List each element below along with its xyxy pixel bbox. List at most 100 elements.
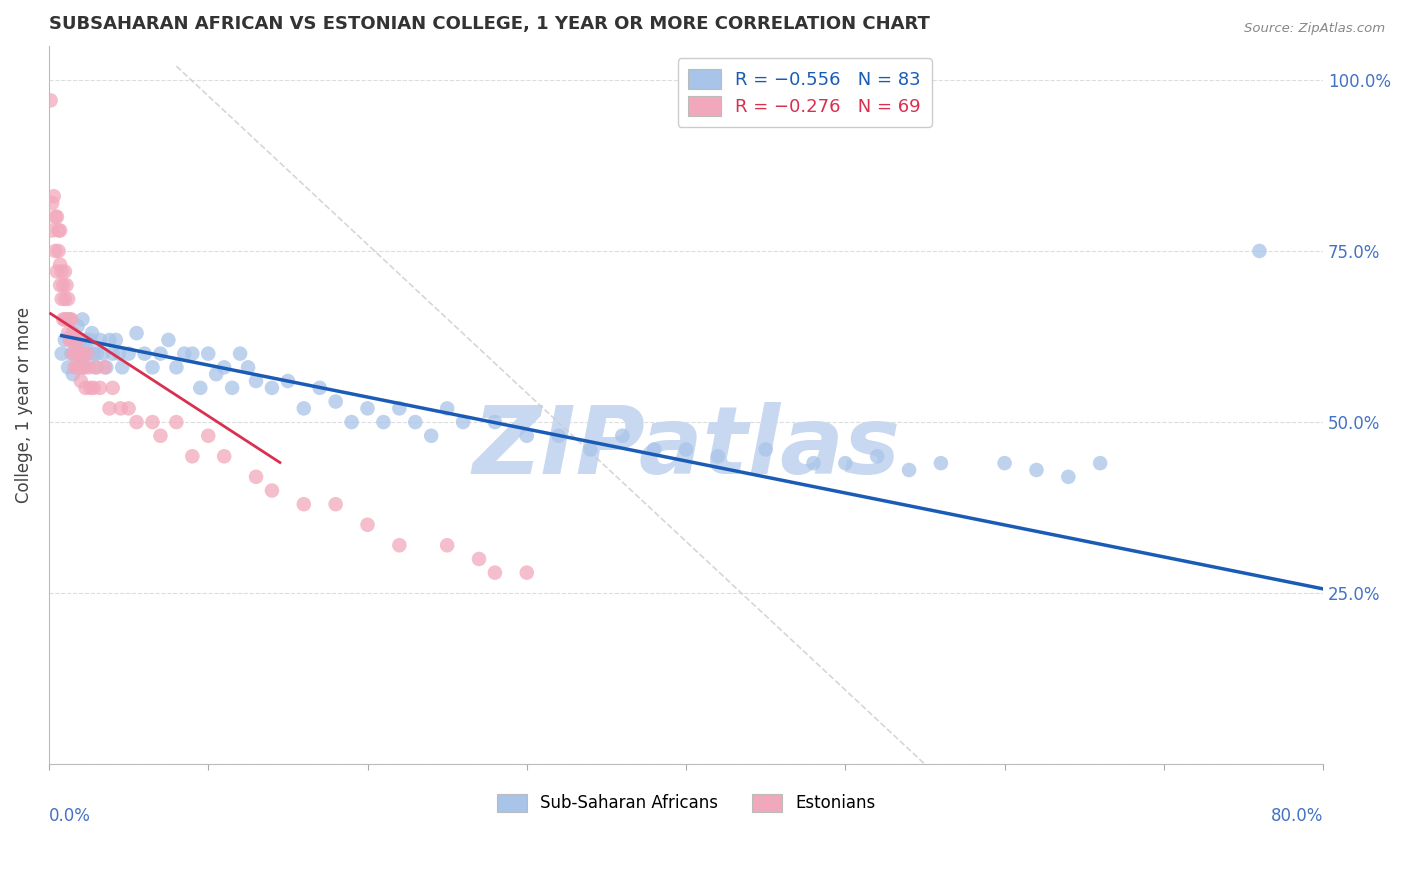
Point <box>69 360 91 375</box>
Point <box>65 346 87 360</box>
Point <box>205 367 228 381</box>
Point <box>63 333 86 347</box>
Point <box>39 94 62 108</box>
Point <box>516 429 538 443</box>
Point <box>98 401 121 416</box>
Point <box>994 456 1017 470</box>
Point <box>77 346 100 360</box>
Point <box>707 450 730 464</box>
Point <box>117 346 139 360</box>
Point <box>53 292 76 306</box>
Point <box>117 401 139 416</box>
Point <box>212 360 235 375</box>
Point <box>45 264 67 278</box>
Point <box>55 312 77 326</box>
Point <box>165 415 187 429</box>
Point <box>404 415 426 429</box>
Point <box>98 333 121 347</box>
Point <box>245 470 267 484</box>
Point <box>141 415 163 429</box>
Point <box>197 346 219 360</box>
Point <box>221 381 243 395</box>
Point <box>484 415 506 429</box>
Point <box>436 401 458 416</box>
Point <box>48 244 70 258</box>
Point <box>72 312 94 326</box>
Point <box>41 223 63 237</box>
Point <box>60 333 83 347</box>
Point <box>55 278 77 293</box>
Point <box>1057 470 1080 484</box>
Point <box>83 381 105 395</box>
Point <box>675 442 697 457</box>
Point <box>41 196 63 211</box>
Point <box>65 333 87 347</box>
Point <box>96 360 118 375</box>
Point <box>579 442 602 457</box>
Point <box>69 374 91 388</box>
Text: 0.0%: 0.0% <box>49 807 91 825</box>
Point <box>69 346 91 360</box>
Point <box>93 360 115 375</box>
Point <box>56 326 79 340</box>
Point <box>325 497 347 511</box>
Point <box>260 483 283 498</box>
Point <box>803 456 825 470</box>
Point <box>86 346 108 360</box>
Point <box>44 244 66 258</box>
Point <box>66 360 89 375</box>
Point <box>75 333 97 347</box>
Point <box>59 312 82 326</box>
Point <box>52 312 75 326</box>
Point <box>173 346 195 360</box>
Point <box>1025 463 1047 477</box>
Point <box>72 346 94 360</box>
Point <box>212 450 235 464</box>
Point <box>44 210 66 224</box>
Point <box>356 401 378 416</box>
Point <box>59 312 82 326</box>
Text: ZIPatlas: ZIPatlas <box>472 402 900 494</box>
Point <box>49 223 72 237</box>
Point <box>188 381 211 395</box>
Point <box>76 346 98 360</box>
Point <box>277 374 299 388</box>
Point <box>101 381 124 395</box>
Text: SUBSAHARAN AFRICAN VS ESTONIAN COLLEGE, 1 YEAR OR MORE CORRELATION CHART: SUBSAHARAN AFRICAN VS ESTONIAN COLLEGE, … <box>49 15 929 33</box>
Point <box>62 326 84 340</box>
Point <box>141 360 163 375</box>
Legend: Sub-Saharan Africans, Estonians: Sub-Saharan Africans, Estonians <box>489 785 883 821</box>
Point <box>79 333 101 347</box>
Point <box>612 429 634 443</box>
Point <box>356 517 378 532</box>
Point <box>56 292 79 306</box>
Point <box>484 566 506 580</box>
Point <box>236 360 259 375</box>
Point <box>84 360 107 375</box>
Point <box>111 360 134 375</box>
Point <box>62 326 84 340</box>
Point <box>420 429 443 443</box>
Point <box>1088 456 1111 470</box>
Text: 80.0%: 80.0% <box>1271 807 1323 825</box>
Point <box>51 292 73 306</box>
Y-axis label: College, 1 year or more: College, 1 year or more <box>15 307 32 503</box>
Point <box>56 360 79 375</box>
Point <box>134 346 156 360</box>
Point <box>51 346 73 360</box>
Point <box>75 381 97 395</box>
Point <box>48 223 70 237</box>
Point <box>1249 244 1271 258</box>
Point <box>181 450 204 464</box>
Point <box>157 333 180 347</box>
Point <box>292 401 315 416</box>
Point <box>834 456 856 470</box>
Point <box>53 264 76 278</box>
Point <box>149 346 172 360</box>
Point <box>63 360 86 375</box>
Point <box>76 346 98 360</box>
Point <box>101 346 124 360</box>
Point <box>66 319 89 334</box>
Point <box>436 538 458 552</box>
Point <box>516 566 538 580</box>
